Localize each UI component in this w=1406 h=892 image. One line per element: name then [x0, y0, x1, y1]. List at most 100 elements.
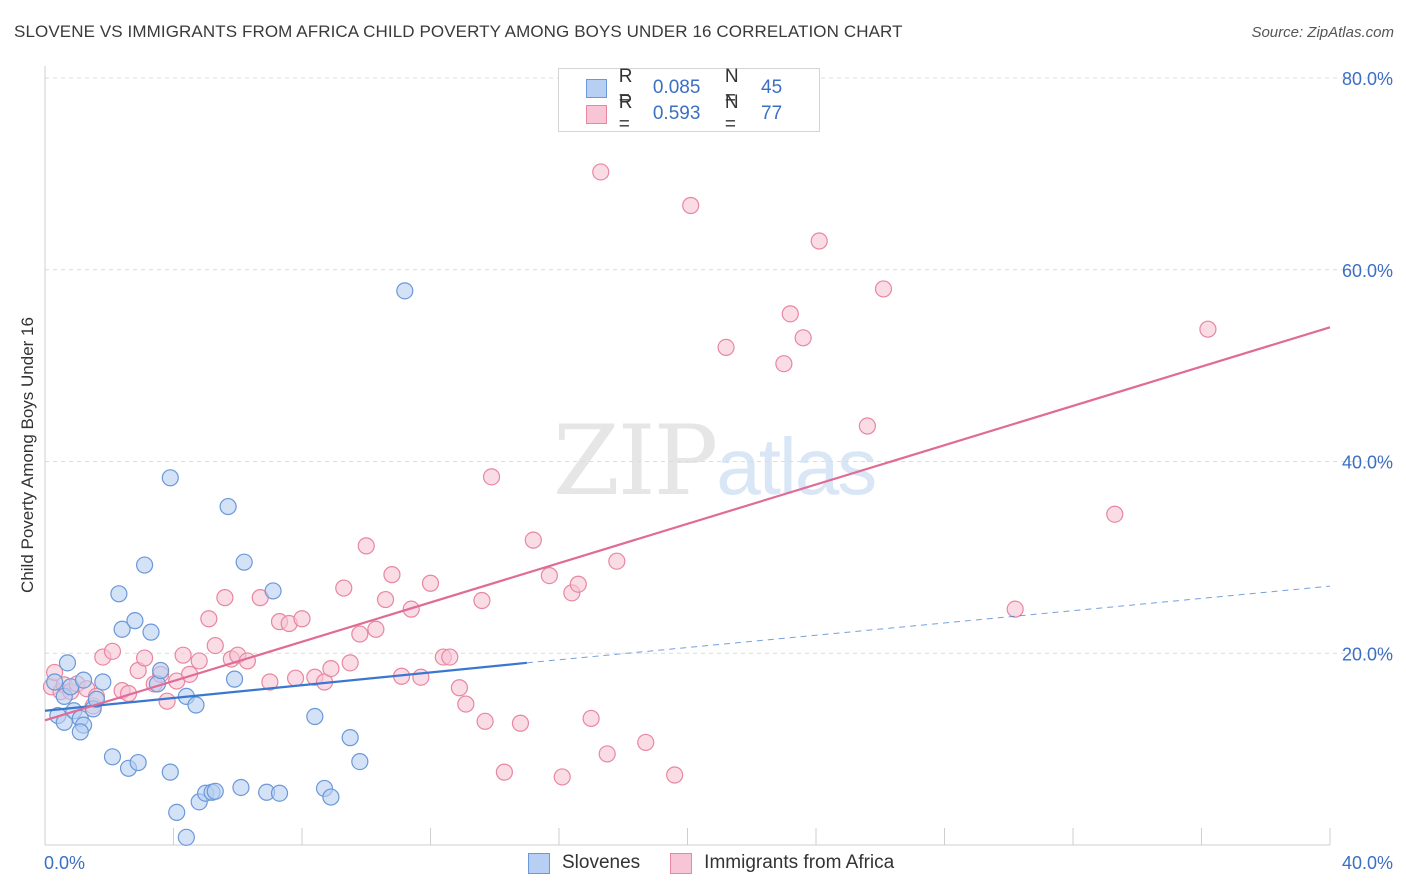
immigrants-point	[206, 636, 224, 655]
immigrants-point	[775, 355, 793, 373]
slovenes-point	[206, 782, 224, 800]
immigrants-point	[1199, 320, 1217, 338]
source-credit: Source: ZipAtlas.com	[1251, 24, 1394, 41]
slovenes-point	[232, 778, 250, 797]
legend-swatch-pink	[586, 104, 607, 124]
immigrants-point	[637, 733, 655, 752]
immigrants-point	[476, 712, 494, 730]
slovenes-point	[341, 729, 359, 747]
watermark-zip: ZIP	[553, 405, 718, 517]
immigrants-point	[322, 659, 340, 678]
slovenes-point	[161, 469, 179, 487]
slovenes-point	[225, 670, 244, 688]
x-tick-label: 40.0%	[1342, 853, 1393, 873]
immigrants-point	[858, 417, 877, 435]
legend-n-value: 45	[761, 77, 783, 98]
slovenes-point	[142, 623, 160, 641]
y-tick-label: 60.0%	[1342, 261, 1393, 281]
legend-swatch-blue	[586, 78, 607, 98]
slovenes-point	[71, 723, 89, 741]
slovenes-point	[126, 612, 144, 630]
legend-label-slovenes: Slovenes	[562, 852, 641, 873]
slovenes-point	[219, 497, 237, 516]
immigrants-point	[540, 566, 558, 585]
x-tick-label: 0.0%	[44, 853, 85, 873]
immigrants-point	[810, 232, 828, 250]
immigrants-point	[261, 673, 279, 691]
watermark: ZIPatlas	[553, 405, 877, 517]
legend-r-label: R =	[618, 92, 633, 135]
immigrants-point	[553, 768, 571, 786]
slovenes-point	[264, 582, 282, 600]
slovenes-point	[135, 556, 154, 574]
slovenes-point	[94, 673, 112, 691]
immigrants-point	[357, 537, 375, 555]
legend-row-immigrants: R = 0.593 N = 77	[559, 92, 819, 135]
immigrants-point	[450, 679, 469, 697]
immigrants-point	[598, 745, 616, 763]
immigrants-point	[524, 531, 542, 549]
slovenes-trendline	[44, 661, 527, 712]
immigrants-point	[473, 591, 491, 610]
slovenes-point	[396, 282, 414, 300]
legend-item-slovenes[interactable]: Slovenes	[528, 852, 640, 874]
chart-title: SLOVENE VS IMMIGRANTS FROM AFRICA CHILD …	[14, 22, 903, 41]
immigrants-point	[367, 620, 385, 638]
slovenes-point	[113, 620, 131, 638]
immigrants-point	[781, 305, 799, 323]
slovenes-point	[322, 788, 340, 806]
immigrants-point	[511, 714, 530, 732]
immigrants-point	[794, 329, 812, 347]
immigrants-point	[158, 692, 176, 710]
slovenes-point	[110, 585, 128, 603]
legend-r-label: R =	[618, 66, 633, 109]
slovenes-point	[168, 803, 186, 822]
slovenes-point	[58, 654, 77, 672]
immigrants-point	[293, 610, 311, 628]
slovenes-trendline-extension	[526, 585, 1331, 664]
immigrants-point	[351, 625, 369, 643]
immigrants-point	[569, 575, 587, 593]
immigrants-point	[1006, 600, 1024, 618]
slovenes-point	[152, 661, 170, 680]
slovenes-point	[103, 748, 122, 766]
series-legend: Slovenes Immigrants from Africa	[528, 852, 924, 874]
slovenes-point	[270, 784, 289, 802]
immigrants-point	[383, 566, 401, 584]
immigrants-point	[482, 468, 501, 486]
immigrants-point	[216, 589, 234, 607]
slovenes-point	[46, 673, 64, 691]
slovenes-point	[74, 671, 93, 689]
immigrants-point	[376, 590, 395, 609]
legend-r-value: 0.085	[652, 77, 701, 98]
legend-r-value: 0.593	[652, 103, 701, 124]
slovenes-point	[161, 763, 179, 781]
legend-label-immigrants: Immigrants from Africa	[704, 852, 895, 873]
immigrants-point	[135, 649, 154, 667]
immigrants-point	[582, 709, 600, 728]
legend-swatch-blue	[528, 852, 550, 874]
immigrants-point	[495, 763, 513, 781]
immigrants-point	[412, 668, 430, 686]
slovenes-point	[306, 707, 324, 726]
slovenes-point	[235, 553, 253, 571]
watermark-atlas: atlas	[716, 422, 877, 511]
y-tick-label: 40.0%	[1342, 453, 1393, 473]
correlation-legend: R = 0.085 N = 45 R = 0.593 N = 77	[558, 66, 820, 135]
legend-item-immigrants[interactable]: Immigrants from Africa	[670, 852, 894, 874]
immigrants-point	[341, 654, 359, 672]
immigrants-point	[682, 196, 700, 215]
immigrants-point	[174, 646, 192, 664]
legend-n-label: N =	[724, 92, 739, 135]
legend-n-label: N =	[724, 66, 739, 109]
legend-swatch-pink	[670, 852, 693, 874]
slovenes-point	[177, 828, 195, 846]
immigrants-point	[457, 695, 475, 713]
slovenes-point	[351, 752, 369, 771]
immigrants-trendline	[44, 326, 1331, 722]
slovenes-point	[129, 753, 147, 772]
immigrants-point	[441, 648, 459, 666]
immigrants-point	[592, 163, 610, 181]
immigrants-point	[874, 280, 893, 298]
